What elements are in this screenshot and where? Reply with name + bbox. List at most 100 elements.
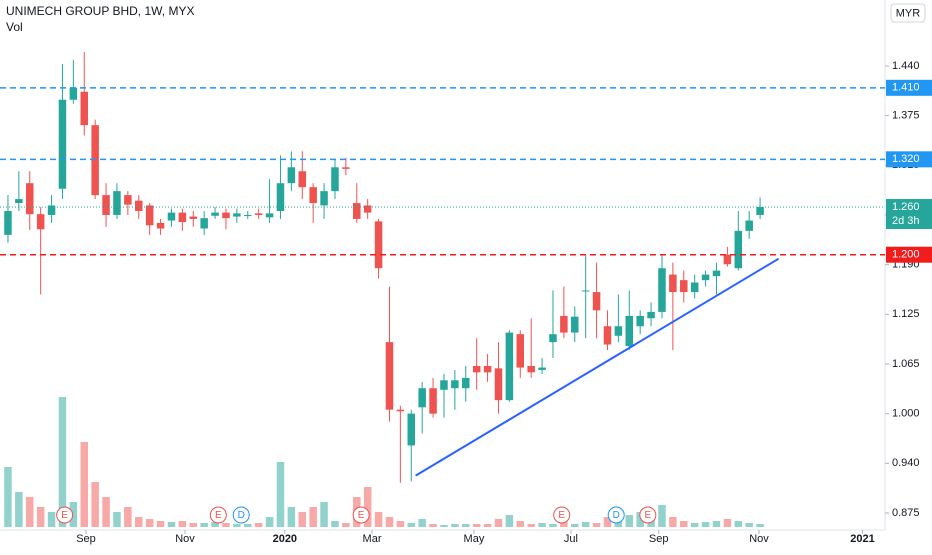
volume-bar xyxy=(244,524,252,527)
volume-label: Vol xyxy=(6,20,23,34)
volume-bar xyxy=(592,523,601,527)
event-marker xyxy=(639,506,657,524)
volume-bar xyxy=(309,507,317,527)
volume-bar xyxy=(451,524,459,527)
event-label: D xyxy=(613,510,620,521)
volume-bar xyxy=(625,515,634,527)
candle-body xyxy=(712,270,721,277)
candle-body xyxy=(58,99,67,189)
volume-bar xyxy=(472,524,481,527)
volume-bar xyxy=(342,523,350,527)
candle-body xyxy=(462,377,470,389)
candle-body xyxy=(222,212,230,219)
volume-bar xyxy=(287,507,296,527)
volume-bar xyxy=(178,521,187,527)
currency-button-label[interactable]: MYR xyxy=(896,7,921,19)
volume-bar xyxy=(603,517,612,527)
candle-body xyxy=(625,315,634,347)
candle-body xyxy=(756,207,764,215)
volume-bar xyxy=(756,524,764,527)
candle-body xyxy=(451,380,459,389)
volume-bar xyxy=(80,442,89,527)
volume-bar xyxy=(549,524,557,527)
price-line-label: 1.200 xyxy=(892,249,920,261)
volume-bar xyxy=(15,492,23,527)
volume-bar xyxy=(745,523,753,527)
candle-body xyxy=(189,216,198,219)
candle-body xyxy=(102,195,110,215)
volume-bar xyxy=(36,507,45,527)
volume-bar xyxy=(276,462,285,527)
volume-bar xyxy=(690,523,699,527)
y-tick-label: 0.940 xyxy=(892,457,920,469)
candle-body xyxy=(658,268,666,312)
candle-body xyxy=(254,213,263,215)
volume-bar xyxy=(396,521,405,527)
volume-bar xyxy=(505,515,514,527)
candle-body xyxy=(135,200,143,211)
last-price-label: 1.260 xyxy=(892,201,920,213)
price-line-tag xyxy=(886,151,932,168)
candle-body xyxy=(603,326,612,345)
volume-bar xyxy=(418,519,426,527)
candle-body xyxy=(374,221,383,269)
price-line-label: 1.320 xyxy=(892,153,920,165)
candle-body xyxy=(4,210,12,235)
volume-bar xyxy=(211,522,219,527)
volume-bar xyxy=(331,521,339,527)
volume-bar xyxy=(516,521,525,527)
candle-body xyxy=(516,334,525,368)
price-line-label: 1.410 xyxy=(892,82,920,94)
volume-bar xyxy=(669,517,677,527)
volume-bar xyxy=(222,523,230,527)
volume-bar xyxy=(429,524,437,527)
candle-body xyxy=(353,203,361,219)
volume-bar xyxy=(483,524,492,527)
candle-body xyxy=(560,315,568,333)
volume-bar xyxy=(440,525,448,527)
volume-bar xyxy=(734,521,743,527)
volume-bar xyxy=(4,467,12,527)
volume-bar xyxy=(298,512,307,527)
candle-body xyxy=(745,220,753,231)
x-tick-label: 2021 xyxy=(850,533,874,545)
y-tick-label: 0.875 xyxy=(892,507,920,519)
candle-body xyxy=(690,282,699,293)
price-line-tag xyxy=(886,246,932,263)
candle-body xyxy=(440,380,448,390)
event-label: E xyxy=(215,510,222,521)
candle-body xyxy=(145,205,154,226)
x-tick-label: 2020 xyxy=(273,533,297,545)
candle-body xyxy=(276,183,285,211)
candle-body xyxy=(734,230,743,269)
volume-bar xyxy=(320,502,328,527)
y-tick-label: 1.440 xyxy=(892,60,920,72)
candle-body xyxy=(494,368,503,401)
event-marker xyxy=(607,506,625,524)
candle-body xyxy=(200,218,208,229)
candle-body xyxy=(233,213,241,217)
currency-button[interactable] xyxy=(890,3,926,23)
event-label: E xyxy=(644,510,651,521)
event-marker xyxy=(352,506,370,524)
candle-body xyxy=(647,311,655,319)
volume-bar xyxy=(113,512,121,527)
volume-bar xyxy=(527,524,535,527)
volume-bar xyxy=(571,524,579,527)
candle-body xyxy=(309,187,317,204)
volume-bar xyxy=(712,521,721,527)
candle-body xyxy=(287,167,296,184)
volume-bar xyxy=(91,482,99,527)
volume-bar xyxy=(658,505,666,527)
x-tick-label: Nov xyxy=(175,533,195,545)
event-label: D xyxy=(238,510,245,521)
candle-body xyxy=(342,167,350,169)
candle-body xyxy=(407,413,416,446)
candle-body xyxy=(472,365,481,373)
trendline xyxy=(415,257,780,477)
candle-body xyxy=(592,292,601,311)
candle-body xyxy=(418,388,426,408)
